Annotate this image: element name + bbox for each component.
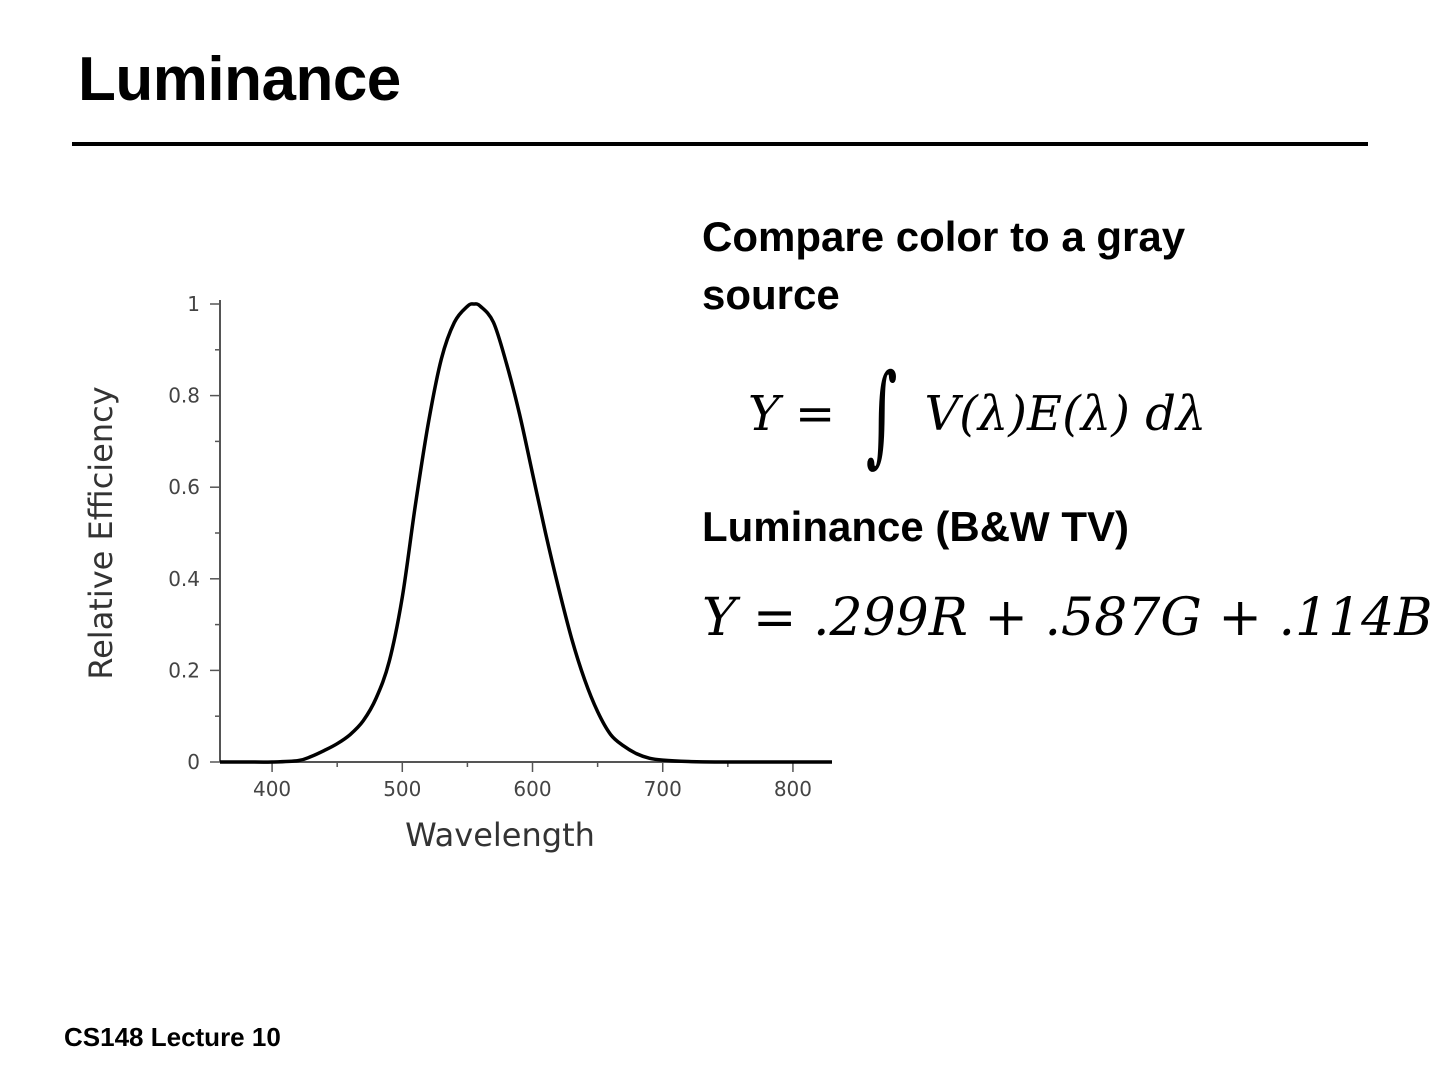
y-axis-label: Relative Efficiency [82,386,120,679]
luminance-integral-equation: Y = ∫ V(λ)E(λ) dλ [748,352,1206,476]
luma-weights-equation: Y = .299R + .587G + .114B [702,588,1433,648]
integral-equation-rhs: V(λ)E(λ) dλ [924,386,1207,442]
bullet-compare-gray: Compare color to a gray source [702,213,1186,318]
y-axis: 0 0.2 0.4 0.6 0.8 1 [168,292,221,774]
footer-course-label: CS148 Lecture 10 [64,1022,281,1052]
integral-equation-lhs: Y = [748,386,836,442]
chart-svg: 0 0.2 0.4 0.6 0.8 1 400 500 600 700 800 Relative … [82,292,832,854]
integral-sign: ∫ [866,350,898,478]
y-tick-label: 0 [187,750,200,774]
luminosity-chart: 0 0.2 0.4 0.6 0.8 1 400 500 600 700 800 Relative … [60,270,860,890]
efficiency-curve [219,302,832,764]
x-tick-label: 800 [774,777,812,801]
y-tick-label: 0.6 [168,475,200,499]
bullet-bw-tv: Luminance (B&W TV) [702,503,1129,550]
slide-title: Luminance [78,45,401,114]
x-tick-label: 700 [644,777,682,801]
y-tick-label: 0.4 [168,567,200,591]
y-tick-label: 0.8 [168,384,200,408]
x-tick-label: 400 [253,777,291,801]
y-tick-label: 0.2 [168,658,200,682]
x-axis: 400 500 600 700 800 [220,761,832,801]
x-tick-label: 500 [383,777,421,801]
x-tick-label: 600 [513,777,551,801]
title-divider [72,142,1368,146]
x-axis-label: Wavelength [405,816,595,854]
y-tick-label: 1 [187,292,200,316]
